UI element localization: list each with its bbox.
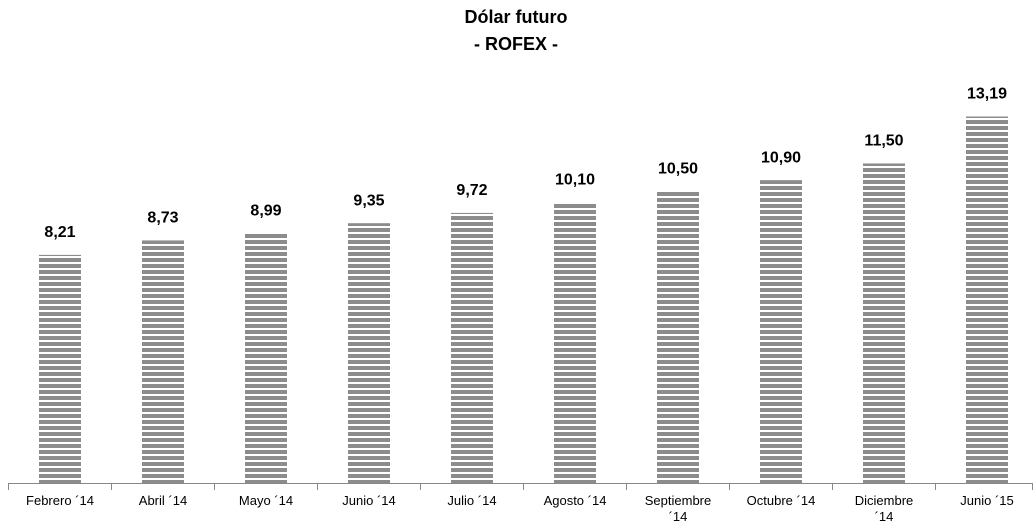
bar [554,202,596,483]
chart-title: Dólar futuro [465,7,568,27]
value-label: 9,35 [353,192,384,209]
bar [966,116,1008,483]
value-label: 10,90 [761,149,801,166]
value-label: 13,19 [967,86,1007,103]
bar [39,254,81,483]
bar [657,191,699,483]
x-tick-label: Octubre ´14 [746,493,816,508]
value-label: 10,10 [555,172,595,189]
x-tick-label: Junio ´14 [342,493,396,508]
value-label: 8,73 [147,210,178,227]
bar [451,212,493,483]
x-tick-label: Agosto ´14 [543,493,607,508]
x-tick-label: Septiembre ´14 [644,493,712,524]
x-tick-label: Febrero ´14 [26,493,94,508]
value-label: 11,50 [864,133,903,150]
bar [760,180,802,483]
bar [348,223,390,484]
x-tick-label: Junio ´15 [960,493,1014,508]
x-tick-label: Diciembre ´14 [854,493,914,524]
value-label: 8,21 [44,224,75,241]
bar [142,240,184,483]
x-tick-label: Julio ´14 [447,493,497,508]
bar [245,233,287,483]
x-tick-label: Mayo ´14 [238,493,294,508]
value-label: 10,50 [658,160,698,177]
value-label: 9,72 [456,182,487,199]
x-tick-label: Abril ´14 [138,493,188,508]
chart-subtitle: - ROFEX - [474,34,558,54]
value-label: 8,99 [250,202,281,219]
bar [863,163,905,483]
